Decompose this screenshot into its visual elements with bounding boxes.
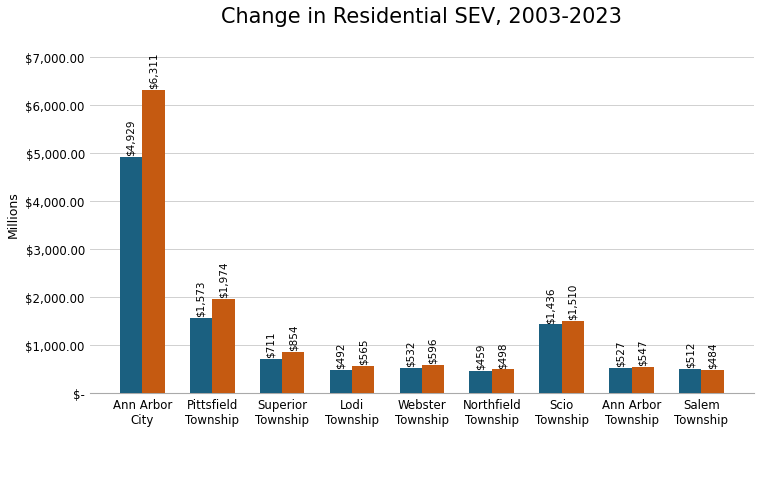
Y-axis label: Millions: Millions [7,191,20,237]
Text: $547: $547 [638,339,648,365]
Bar [632,367,654,394]
Text: $492: $492 [336,342,345,368]
Text: $459: $459 [476,343,486,370]
Bar [189,318,212,394]
Bar [540,325,562,394]
Bar [282,353,304,394]
Text: $1,573: $1,573 [196,280,206,316]
Text: $498: $498 [498,341,508,368]
Text: $596: $596 [428,336,438,363]
Text: $1,974: $1,974 [218,261,228,297]
Bar [352,367,374,394]
Text: $1,510: $1,510 [568,283,578,319]
Text: $565: $565 [358,338,368,365]
Bar [400,368,422,394]
Text: $711: $711 [266,331,276,358]
Text: $527: $527 [616,340,626,366]
Bar [679,369,702,394]
Text: $4,929: $4,929 [126,119,136,156]
Bar [212,299,234,394]
Text: $6,311: $6,311 [148,53,158,89]
Text: $512: $512 [686,341,696,367]
Bar [610,368,632,394]
Bar [470,372,492,394]
Bar [120,157,142,394]
Bar [422,365,444,394]
Bar [260,360,282,394]
Bar [142,91,164,394]
Title: Change in Residential SEV, 2003-2023: Change in Residential SEV, 2003-2023 [221,7,622,27]
Bar [562,321,584,394]
Text: $484: $484 [708,342,718,369]
Bar [330,370,352,394]
Bar [492,370,514,394]
Text: $854: $854 [288,324,298,351]
Bar [702,371,724,394]
Text: $532: $532 [406,340,416,366]
Text: $1,436: $1,436 [546,287,556,323]
